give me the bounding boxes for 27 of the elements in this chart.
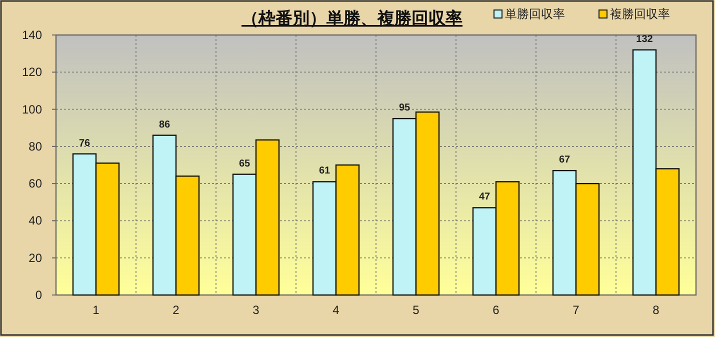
- data-label: 86: [158, 119, 170, 130]
- data-label: 65: [238, 158, 250, 170]
- data-label: 47: [478, 192, 490, 203]
- y-tick-label: 60: [28, 176, 42, 191]
- data-label: 61: [318, 166, 330, 177]
- y-tick-label: 20: [28, 250, 42, 265]
- y-tick-label: 80: [28, 139, 42, 154]
- x-tick-label: 4: [332, 303, 340, 317]
- y-tick-label: 140: [22, 28, 42, 42]
- y-tick-label: 0: [35, 288, 42, 302]
- x-tick-label: 6: [492, 303, 500, 317]
- data-label: 95: [398, 102, 410, 114]
- legend-label: 単勝回収率: [505, 7, 565, 21]
- x-tick-label: 8: [652, 303, 660, 317]
- data-label: 67: [558, 154, 570, 166]
- chart-title: （枠番別）単勝、複勝回収率: [242, 9, 462, 28]
- y-tick-label: 120: [22, 65, 42, 80]
- y-tick-label: 40: [28, 214, 42, 228]
- data-label: 76: [78, 138, 90, 149]
- legend-label: 複勝回収率: [610, 7, 670, 21]
- data-label: 132: [636, 34, 654, 45]
- x-tick-label: 2: [172, 303, 180, 317]
- x-tick-label: 1: [92, 303, 100, 317]
- x-tick-label: 7: [572, 303, 580, 317]
- y-tick-label: 100: [22, 102, 42, 116]
- x-tick-label: 3: [252, 303, 260, 317]
- x-tick-label: 5: [412, 303, 420, 317]
